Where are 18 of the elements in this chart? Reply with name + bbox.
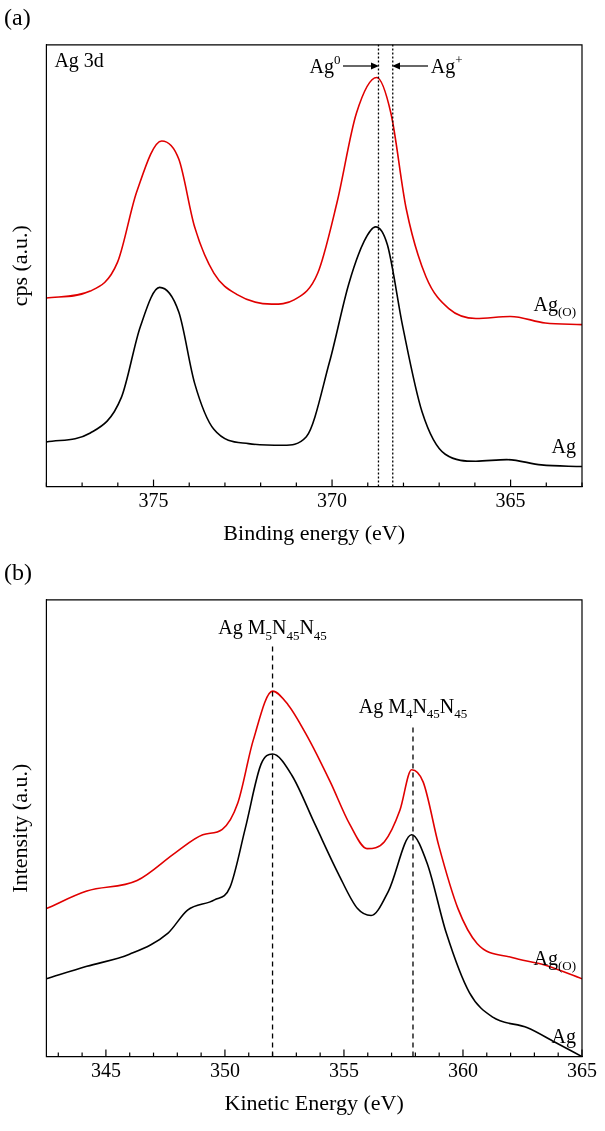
- chart-title: (a): [4, 3, 31, 30]
- x-tick-label: 350: [209, 1058, 240, 1081]
- x-tick-label: 365: [495, 488, 526, 511]
- series-label: Ag: [551, 434, 577, 458]
- x-tick-label: 355: [328, 1058, 359, 1081]
- y-axis-title: cps (a.u.): [6, 225, 32, 307]
- x-tick-label: 370: [317, 488, 348, 511]
- x-tick-label: 360: [447, 1058, 478, 1081]
- chart-title: (b): [4, 558, 32, 585]
- text: Ag 3d: [54, 48, 104, 72]
- x-axis-title: Kinetic Energy (eV): [224, 1089, 404, 1115]
- x-tick-label: 365: [567, 1058, 597, 1081]
- x-tick-label: 375: [138, 488, 169, 511]
- ref-line-label: Ag+: [430, 51, 463, 78]
- series-label: Ag: [551, 1024, 577, 1048]
- x-axis-title: Binding energy (eV): [223, 519, 406, 545]
- y-axis-title: Intensity (a.u.): [6, 763, 32, 893]
- x-tick-label: 345: [90, 1058, 121, 1081]
